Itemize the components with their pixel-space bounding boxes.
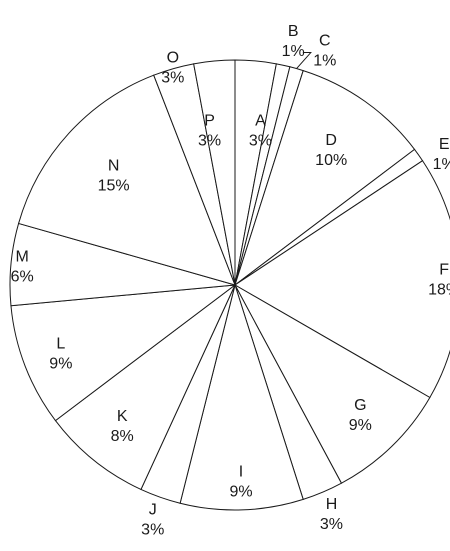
leader-lines <box>296 52 312 69</box>
slice-name-d: D <box>325 132 337 149</box>
slice-name-i: I <box>239 464 243 481</box>
slice-value-n: 15% <box>98 177 130 194</box>
slice-value-m: 6% <box>11 268 34 285</box>
slice-name-c: C <box>319 33 331 50</box>
slice-value-h: 3% <box>320 516 343 533</box>
slice-value-p: 3% <box>198 133 221 150</box>
slice-value-j: 3% <box>141 521 164 538</box>
pie-slice-i <box>179 283 304 511</box>
slice-name-h: H <box>326 496 338 513</box>
slice-value-k: 8% <box>111 428 134 445</box>
slice-name-n: N <box>108 157 120 174</box>
slice-value-b: 1% <box>282 43 305 60</box>
pie-slice-d <box>234 69 416 287</box>
slice-name-o: O <box>167 49 179 66</box>
pie-slice-f <box>234 160 450 399</box>
pie-slice-k <box>54 284 236 491</box>
slice-value-c: 1% <box>313 53 336 70</box>
slice-value-o: 3% <box>161 69 184 86</box>
slice-value-a: 3% <box>249 133 272 150</box>
slice-name-k: K <box>117 408 128 425</box>
slice-name-a: A <box>255 113 266 130</box>
slice-name-e: E <box>439 136 450 153</box>
slice-name-m: M <box>15 248 28 265</box>
slice-name-p: P <box>204 113 215 130</box>
leader-line-c <box>296 52 312 69</box>
slice-name-f: F <box>439 262 449 279</box>
slice-value-f: 18% <box>428 282 450 299</box>
slice-name-g: G <box>354 397 366 414</box>
slice-name-j: J <box>149 501 157 518</box>
slice-labels: A 3% B 1% C 1% D 10% E 1% F 18% G 9% H 3% I 9% J 3% K 8% L 9% M 6… <box>11 23 450 539</box>
slice-name-b: B <box>288 23 299 40</box>
pie-slices <box>9 59 450 511</box>
slice-value-i: 9% <box>229 484 252 501</box>
pie-slice-p <box>193 59 236 286</box>
slice-value-e: 1% <box>433 156 450 173</box>
slice-name-l: L <box>56 335 65 352</box>
pie-slice-n <box>17 74 236 286</box>
pie-slice-g <box>233 283 431 484</box>
slice-value-l: 9% <box>49 355 72 372</box>
slice-value-d: 10% <box>315 152 347 169</box>
pie-slice-l <box>10 284 237 422</box>
slice-value-g: 9% <box>349 417 372 434</box>
